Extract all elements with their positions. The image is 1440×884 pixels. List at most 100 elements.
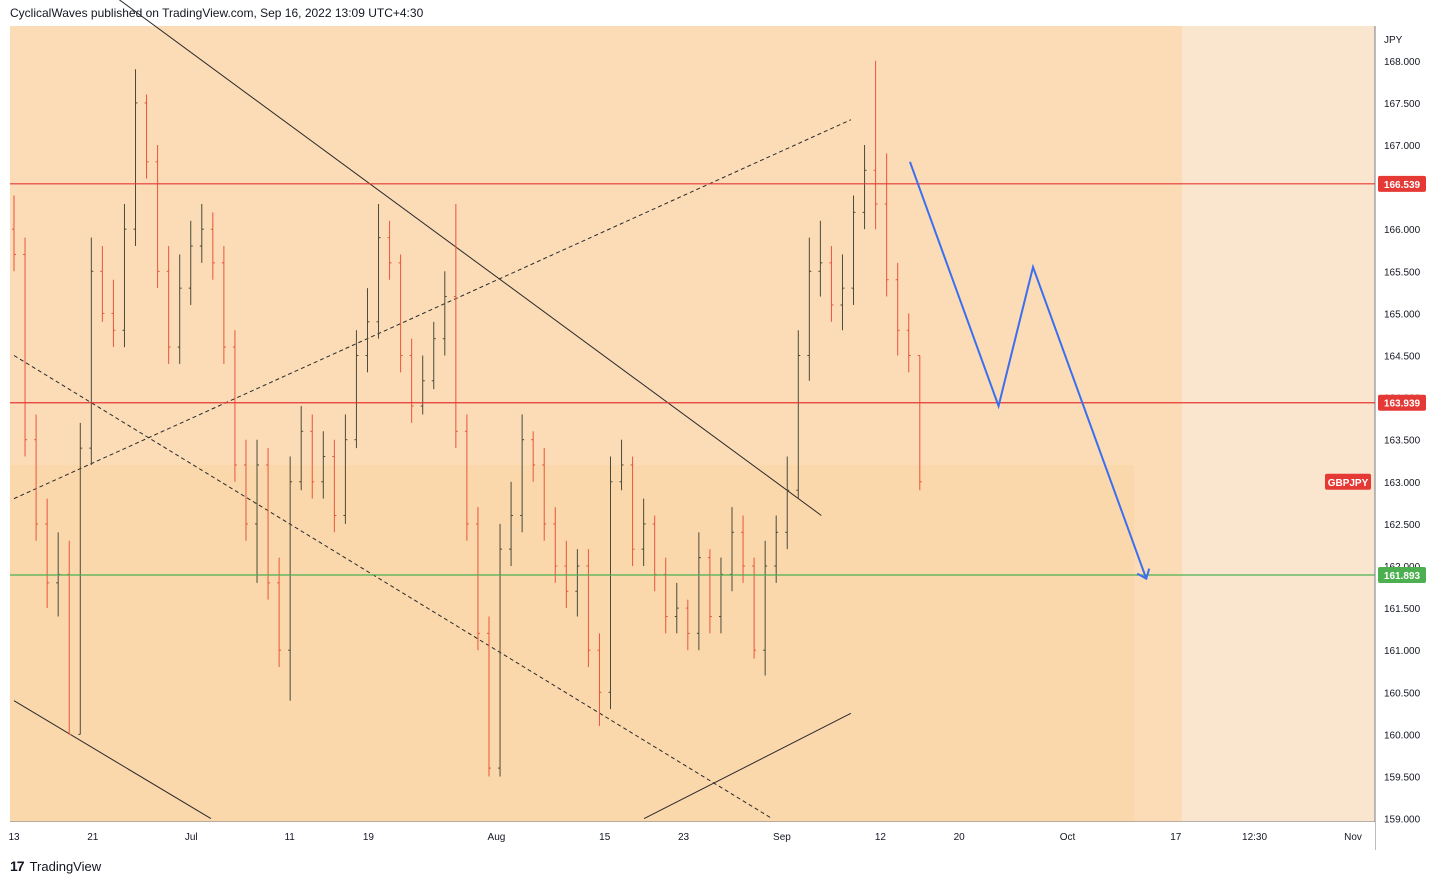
y-tick-label: 161.000 [1384, 646, 1421, 657]
candle [409, 338, 414, 423]
chart-background [10, 26, 1375, 822]
candle [829, 246, 834, 322]
candlesticks [12, 60, 922, 777]
candle [453, 203, 458, 449]
x-tick-label: 20 [954, 832, 966, 843]
tradingview-footer: 17 TradingView [10, 858, 101, 874]
candle [785, 456, 790, 550]
candle [166, 246, 171, 364]
x-tick-label: 17 [1170, 832, 1182, 843]
projection-arrowhead [1136, 568, 1151, 581]
candle [774, 515, 779, 583]
price-tags: 166.539 163.939 161.893 GBPJPY [1325, 175, 1426, 584]
shaded-zone-inner [10, 464, 1134, 822]
candle [442, 271, 447, 356]
candle [475, 507, 480, 651]
trendline-mid-dashed-falling [13, 355, 773, 820]
candle [387, 220, 392, 280]
candle [144, 94, 149, 179]
y-tick-label: 168.000 [1384, 57, 1421, 68]
candle [531, 431, 536, 482]
x-tick-label: Jul [185, 832, 198, 843]
candle [177, 254, 182, 364]
level-tag-label: 163.939 [1384, 399, 1421, 410]
candle [575, 549, 580, 617]
x-tick-label: 23 [678, 832, 690, 843]
projection-path [909, 161, 1151, 581]
candle [674, 582, 679, 634]
y-tick-label: 160.500 [1384, 688, 1421, 699]
candle [498, 523, 503, 777]
y-tick-label: 166.000 [1384, 225, 1421, 236]
price-axis[interactable]: JPY 168.000167.500167.000166.500166.0001… [1384, 35, 1421, 826]
candle [486, 616, 491, 777]
projection-line [909, 161, 1148, 579]
level-tag-bg [1378, 175, 1426, 192]
candle [354, 330, 359, 449]
candle [851, 195, 856, 305]
candle [111, 279, 116, 348]
trendline-rising-solid [643, 712, 852, 820]
candle [431, 321, 436, 390]
candle [542, 448, 547, 541]
candle [707, 549, 712, 634]
candle [608, 456, 613, 710]
shaded-zone-outer [10, 26, 1182, 822]
candle [78, 422, 83, 735]
tradingview-logo-icon: 17 [10, 858, 25, 874]
candle [895, 262, 900, 356]
candle [343, 414, 348, 524]
candle [630, 456, 635, 566]
y-tick-label: 162.500 [1384, 520, 1421, 531]
time-axis-band [10, 822, 1375, 850]
candle [210, 212, 215, 280]
candle [641, 498, 646, 566]
candle [221, 246, 226, 364]
candle [100, 246, 105, 322]
candle [34, 414, 39, 541]
time-axis[interactable]: 13 21 Jul 11 19 Aug 15 23 Sep 12 20 Oct 17 12:30 Nov [8, 832, 1361, 843]
candle [398, 254, 403, 373]
brand-name: TradingView [29, 858, 102, 874]
candle [741, 515, 746, 583]
symbol-tag-bg [1325, 473, 1371, 490]
y-tick-label: 160.000 [1384, 730, 1421, 741]
candle [917, 355, 922, 491]
candle [133, 69, 138, 247]
symbol-tag-label: GBPJPY [1328, 478, 1369, 489]
candle [365, 288, 370, 373]
candle [619, 439, 624, 491]
candle [840, 254, 845, 331]
candle [155, 145, 160, 289]
y-tick-label: 163.500 [1384, 436, 1421, 447]
x-tick-label: Sep [773, 832, 791, 843]
x-tick-label: 19 [363, 832, 375, 843]
candle [586, 549, 591, 668]
candle [520, 414, 525, 533]
candle [685, 599, 690, 651]
x-tick-label: 12 [875, 832, 887, 843]
trendline-upper-channel [118, 0, 822, 516]
candle [796, 330, 801, 499]
y-tick-label: 159.000 [1384, 815, 1421, 826]
x-tick-label: 12:30 [1242, 832, 1267, 843]
candle [243, 439, 248, 541]
trendline-rising-dashed [13, 119, 852, 500]
candle [288, 456, 293, 701]
trendline-lower-channel [13, 700, 212, 820]
y-tick-label: 161.500 [1384, 604, 1421, 615]
publisher-line: CyclicalWaves published on TradingView.c… [10, 6, 424, 20]
candle [199, 203, 204, 263]
y-tick-label: 165.000 [1384, 309, 1421, 320]
candle [464, 414, 469, 541]
candle [12, 195, 16, 272]
candle [310, 414, 315, 499]
candle [420, 355, 425, 415]
y-tick-label: 167.000 [1384, 141, 1421, 152]
candle [509, 481, 514, 566]
candle [696, 532, 701, 651]
candle [299, 406, 304, 491]
x-tick-label: 11 [284, 832, 295, 843]
candle [332, 439, 337, 533]
